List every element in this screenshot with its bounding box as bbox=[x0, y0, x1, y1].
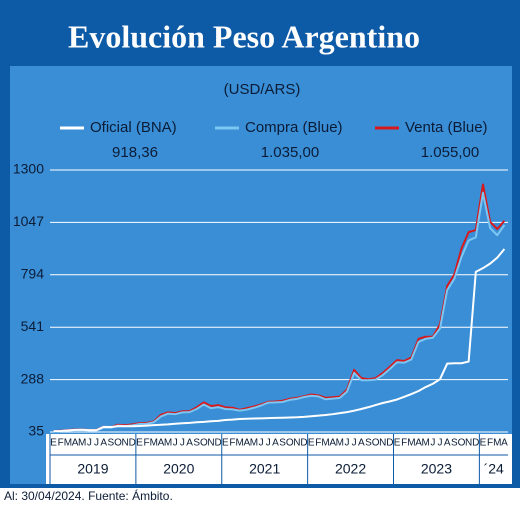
x-tick-label: J bbox=[344, 438, 349, 449]
x-tick-label: A bbox=[358, 438, 365, 449]
y-tick-label: 288 bbox=[21, 370, 45, 386]
x-tick-label: F bbox=[315, 438, 321, 449]
series-line bbox=[53, 248, 506, 433]
x-tick-label: J bbox=[352, 438, 357, 449]
x-tick-label: E bbox=[136, 438, 143, 449]
x-tick-label: N bbox=[293, 438, 300, 449]
x-tick-label: N bbox=[465, 438, 472, 449]
x-tick-label: E bbox=[394, 438, 401, 449]
x-tick-label: D bbox=[215, 438, 222, 449]
x-tick-label: A bbox=[72, 438, 79, 449]
chart-title: Evolución Peso Argentino bbox=[68, 18, 420, 54]
legend: Oficial (BNA) 918,36 Compra (Blue) 1.035,00… bbox=[60, 119, 488, 161]
x-tick-label: J bbox=[180, 438, 185, 449]
x-tick-label: M bbox=[493, 438, 501, 449]
x-tick-label: M bbox=[78, 438, 86, 449]
legend-label: Compra (Blue) bbox=[245, 119, 343, 136]
x-tick-label: J bbox=[173, 438, 178, 449]
x-tick-label: O bbox=[200, 438, 208, 449]
y-tick-label: 541 bbox=[21, 318, 45, 334]
x-tick-label: O bbox=[114, 438, 122, 449]
y-tick-label: 1047 bbox=[13, 213, 44, 229]
x-tick-label: M bbox=[336, 438, 344, 449]
x-tick-label: N bbox=[207, 438, 214, 449]
x-tick-label: S bbox=[451, 438, 458, 449]
year-label: 2023 bbox=[421, 461, 452, 477]
legend-label: Oficial (BNA) bbox=[90, 119, 177, 136]
x-tick-label: F bbox=[58, 438, 64, 449]
x-tick-label: D bbox=[300, 438, 307, 449]
legend-label: Venta (Blue) bbox=[405, 119, 488, 136]
x-tick-label: S bbox=[279, 438, 286, 449]
x-tick-label: O bbox=[372, 438, 380, 449]
x-tick-label: M bbox=[422, 438, 430, 449]
x-tick-label: D bbox=[129, 438, 136, 449]
x-tick-label: A bbox=[272, 438, 279, 449]
x-tick-label: M bbox=[321, 438, 329, 449]
x-tick-label: A bbox=[186, 438, 193, 449]
x-tick-label: F bbox=[487, 438, 493, 449]
x-tick-label: O bbox=[286, 438, 294, 449]
legend-value: 1.055,00 bbox=[421, 144, 479, 161]
x-tick-label: J bbox=[266, 438, 271, 449]
year-label: 2019 bbox=[77, 461, 108, 477]
y-tick-label: 794 bbox=[21, 266, 45, 282]
x-tick-label: S bbox=[193, 438, 200, 449]
x-tick-label: A bbox=[100, 438, 107, 449]
year-label: 2021 bbox=[249, 461, 280, 477]
x-tick-label: S bbox=[107, 438, 114, 449]
x-tick-label: M bbox=[407, 438, 415, 449]
y-tick-label: 1300 bbox=[13, 161, 44, 177]
footer: Al: 30/04/2024. Fuente: Ámbito. bbox=[4, 488, 173, 503]
year-label: 2022 bbox=[335, 461, 366, 477]
x-tick-label: E bbox=[222, 438, 229, 449]
x-tick-label: J bbox=[430, 438, 435, 449]
x-tick-label: A bbox=[501, 438, 508, 449]
x-tick-label: A bbox=[158, 438, 165, 449]
x-tick-label: D bbox=[386, 438, 393, 449]
x-tick-label: M bbox=[235, 438, 243, 449]
x-tick-label: M bbox=[250, 438, 258, 449]
x-tick-label: E bbox=[50, 438, 57, 449]
x-tick-label: F bbox=[144, 438, 150, 449]
year-label: ´24 bbox=[484, 461, 504, 477]
x-axis-band bbox=[46, 434, 512, 484]
x-tick-label: J bbox=[94, 438, 99, 449]
year-label: 2020 bbox=[163, 461, 194, 477]
x-tick-label: F bbox=[229, 438, 235, 449]
x-tick-label: S bbox=[365, 438, 372, 449]
x-tick-label: A bbox=[444, 438, 451, 449]
x-tick-label: N bbox=[379, 438, 386, 449]
x-tick-label: O bbox=[458, 438, 466, 449]
x-tick-label: M bbox=[150, 438, 158, 449]
x-tick-label: M bbox=[64, 438, 72, 449]
x-tick-label: J bbox=[87, 438, 92, 449]
x-tick-label: E bbox=[308, 438, 315, 449]
x-tick-label: J bbox=[259, 438, 264, 449]
x-tick-label: J bbox=[438, 438, 443, 449]
x-tick-label: A bbox=[415, 438, 422, 449]
x-tick-label: A bbox=[329, 438, 336, 449]
legend-value: 1.035,00 bbox=[261, 144, 319, 161]
x-tick-label: D bbox=[472, 438, 479, 449]
legend-value: 918,36 bbox=[112, 144, 158, 161]
y-tick-label: 35 bbox=[28, 423, 44, 439]
x-tick-label: E bbox=[480, 438, 487, 449]
x-tick-label: N bbox=[122, 438, 129, 449]
chart-subtitle: (USD/ARS) bbox=[224, 81, 301, 98]
x-tick-label: M bbox=[164, 438, 172, 449]
x-tick-label: A bbox=[243, 438, 250, 449]
x-tick-label: F bbox=[401, 438, 407, 449]
